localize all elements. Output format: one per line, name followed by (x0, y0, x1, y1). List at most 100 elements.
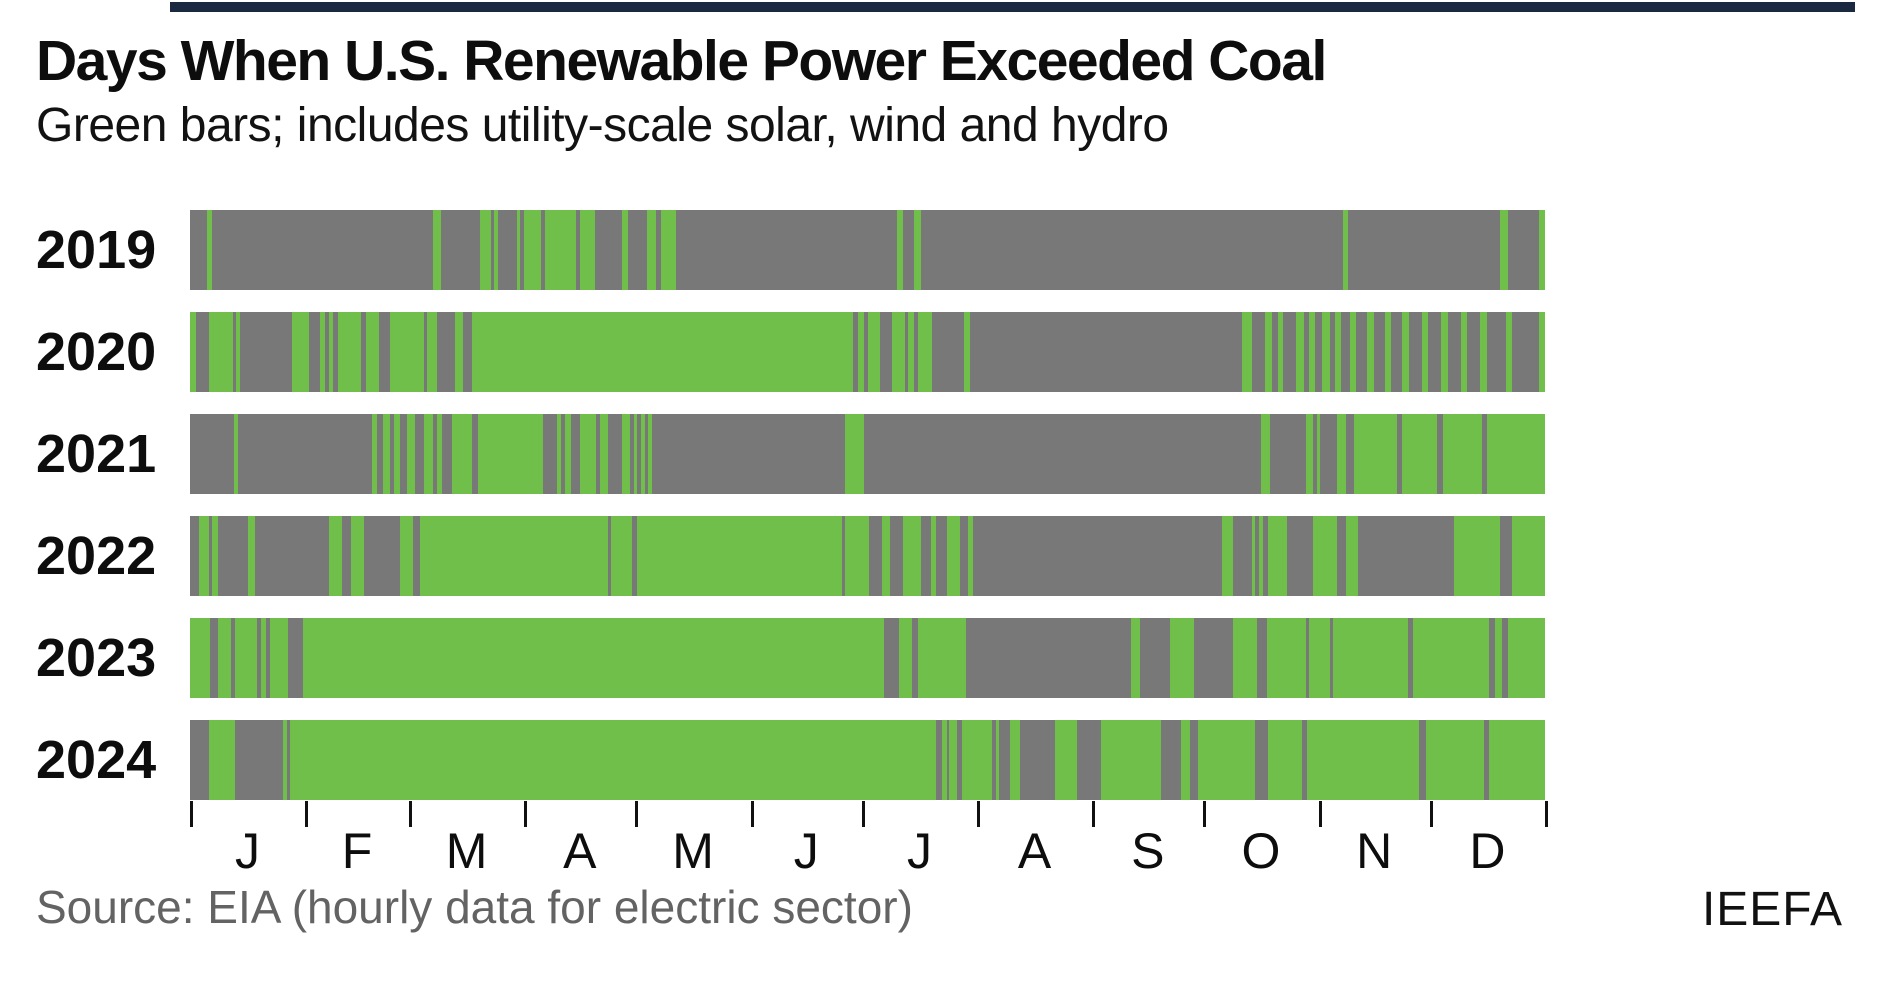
month-tick (1203, 801, 1207, 827)
month-label-8: A (1017, 823, 1052, 879)
month-label-1: J (235, 823, 261, 879)
green-days-segment (1337, 414, 1347, 494)
green-days-segment (962, 720, 992, 800)
green-days-segment (1413, 618, 1490, 698)
green-days-segment (949, 720, 957, 800)
green-days-segment (479, 210, 491, 290)
green-days-segment (1010, 720, 1020, 800)
green-days-segment (908, 312, 914, 392)
green-days-segment (1333, 618, 1408, 698)
green-days-segment (899, 618, 913, 698)
green-days-segment (433, 210, 441, 290)
month-tick (977, 801, 980, 827)
green-days-segment (190, 312, 196, 392)
green-days-segment (1054, 720, 1078, 800)
green-days-segment (329, 312, 333, 392)
green-days-segment (1264, 312, 1273, 392)
year-row-2020: 2020 (0, 312, 1883, 392)
green-days-segment (1426, 720, 1484, 800)
green-days-segment (1507, 618, 1545, 698)
green-days-segment (436, 414, 443, 494)
month-label-2: F (341, 823, 373, 879)
month-label-3: M (445, 823, 488, 879)
green-days-segment (290, 720, 937, 800)
green-days-segment (858, 312, 864, 392)
month-tick (1545, 801, 1548, 827)
green-days-segment (233, 414, 239, 494)
green-days-segment (516, 210, 521, 290)
green-days-segment (1454, 516, 1501, 596)
green-days-segment (1511, 516, 1545, 596)
green-days-segment (1233, 618, 1258, 698)
green-days-segment (423, 414, 434, 494)
green-days-segment (319, 312, 326, 392)
green-days-segment (1494, 618, 1503, 698)
green-days-segment (383, 414, 391, 494)
green-days-segment (455, 312, 463, 392)
green-days-segment (234, 618, 257, 698)
green-days-segment (646, 210, 656, 290)
green-days-segment (845, 516, 870, 596)
month-tick (409, 801, 413, 827)
year-label-2024: 2024 (36, 730, 157, 790)
green-days-segment (930, 516, 937, 596)
green-days-segment (1442, 414, 1482, 494)
green-days-segment (897, 210, 903, 290)
green-days-segment (633, 414, 638, 494)
daily-stripe-bar-2023 (190, 618, 1545, 698)
green-days-segment (420, 516, 608, 596)
month-label-5: M (672, 823, 714, 879)
green-days-segment (579, 210, 595, 290)
year-label-2022: 2022 (36, 526, 157, 586)
daily-stripe-bar-2022 (190, 516, 1545, 596)
green-days-segment (867, 312, 881, 392)
green-days-segment (1268, 516, 1287, 596)
green-days-segment (661, 210, 677, 290)
green-days-segment (1222, 516, 1234, 596)
green-days-segment (390, 312, 424, 392)
green-days-segment (1441, 312, 1449, 392)
green-days-segment (1489, 720, 1545, 800)
green-days-segment (941, 720, 948, 800)
green-days-segment (1539, 312, 1545, 392)
green-days-segment (544, 210, 577, 290)
green-days-segment (1366, 312, 1375, 392)
green-days-segment (1461, 312, 1468, 392)
green-days-segment (845, 414, 864, 494)
green-days-segment (477, 414, 543, 494)
green-days-segment (882, 516, 890, 596)
green-days-segment (472, 312, 853, 392)
green-days-segment (1296, 312, 1304, 392)
green-days-segment (1539, 210, 1545, 290)
year-label-2019: 2019 (36, 220, 157, 280)
green-days-segment (1181, 720, 1191, 800)
green-days-segment (1170, 618, 1195, 698)
green-days-segment (190, 618, 211, 698)
green-days-segment (1346, 516, 1358, 596)
green-days-segment (206, 210, 213, 290)
green-days-segment (292, 312, 309, 392)
green-days-segment (913, 210, 922, 290)
green-days-segment (579, 414, 597, 494)
green-days-segment (1251, 516, 1256, 596)
green-days-segment (1480, 312, 1488, 392)
green-days-segment (995, 720, 999, 800)
source-note: Source: EIA (hourly data for electric se… (36, 881, 913, 933)
green-days-segment (371, 414, 378, 494)
green-days-segment (236, 312, 241, 392)
green-days-segment (1322, 312, 1330, 392)
month-tick (1429, 801, 1433, 827)
month-tick (635, 801, 639, 827)
green-days-segment (1402, 312, 1410, 392)
daily-stripe-bar-2024 (190, 720, 1545, 800)
green-days-segment (451, 414, 473, 494)
daily-stripe-bar-2021 (190, 414, 1545, 494)
green-days-segment (1500, 210, 1508, 290)
month-tick (1092, 801, 1096, 827)
green-days-segment (891, 312, 905, 392)
year-row-2023: 2023 (0, 618, 1883, 698)
green-days-segment (1259, 516, 1263, 596)
year-row-2021: 2021 (0, 414, 1883, 494)
green-days-segment (556, 414, 562, 494)
month-label-10: O (1241, 823, 1281, 879)
